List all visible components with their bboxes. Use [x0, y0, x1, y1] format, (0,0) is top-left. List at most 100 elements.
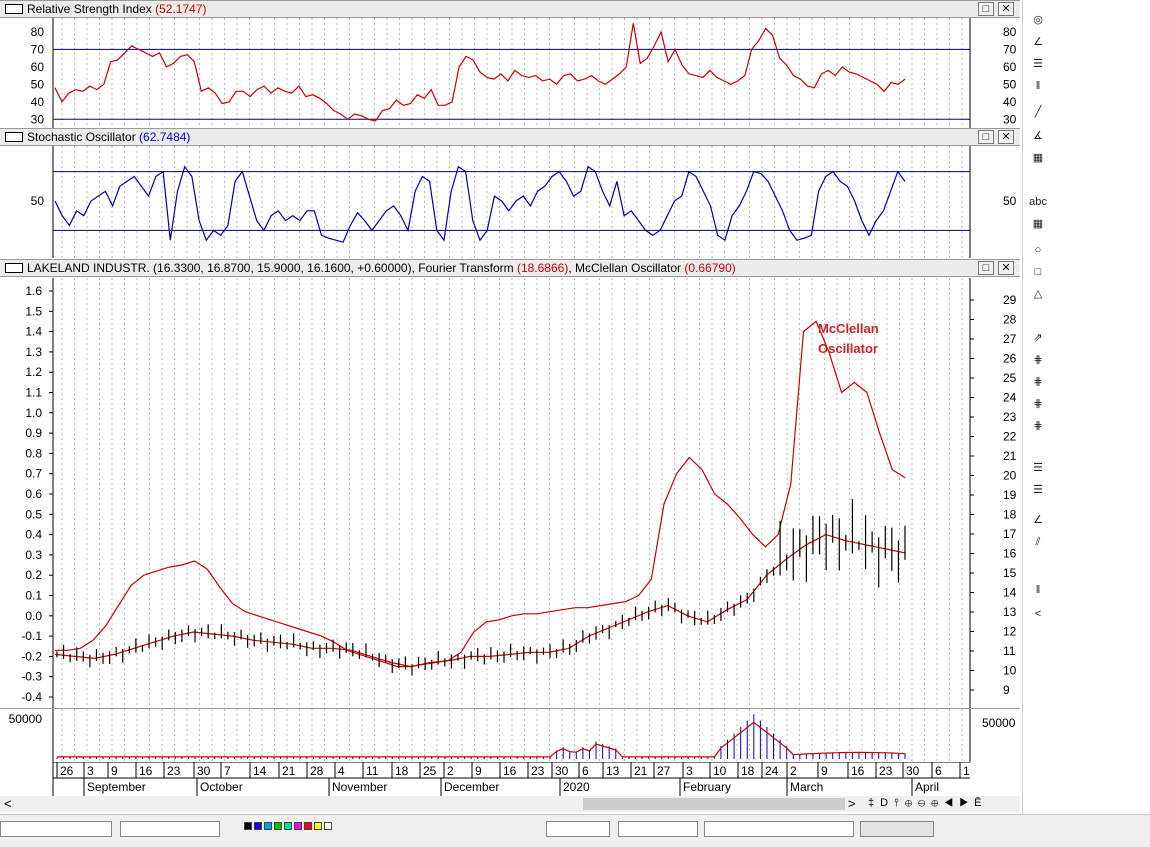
date-tick-label: 18 — [395, 764, 409, 778]
andrews-pitchfork-icon[interactable]: ⫽ — [1035, 536, 1041, 548]
next-icon[interactable]: ▶ — [959, 797, 975, 809]
angle-icon[interactable]: ∠ — [1033, 514, 1043, 526]
stoch-line — [54, 165, 906, 243]
triangle-icon[interactable]: △ — [1033, 288, 1043, 300]
color-swatch[interactable] — [304, 822, 312, 830]
scroll-left-icon[interactable]: < — [4, 796, 12, 811]
horizontal-lines-icon[interactable]: ☰ — [1033, 58, 1043, 70]
date-tick-label: 13 — [606, 764, 620, 778]
zoom-in-icon[interactable]: ⊕ — [904, 797, 919, 809]
rectangle-icon[interactable]: □ — [1034, 266, 1042, 278]
cycle-lines-icon[interactable]: ‖ — [1035, 584, 1041, 596]
fourier-line — [54, 533, 906, 668]
prev-icon[interactable]: ◀ — [944, 797, 960, 809]
stoch-tick-left: 50 — [31, 194, 45, 208]
main-close-button[interactable]: ✕ — [998, 261, 1014, 275]
end-icon[interactable]: Ē — [974, 797, 988, 809]
right-tick-label: 17 — [1003, 527, 1017, 541]
rsi-close-button[interactable]: ✕ — [998, 2, 1014, 16]
fibonacci-arc-icon[interactable]: ◎ — [1033, 14, 1043, 26]
horizontal-scrollbar[interactable]: < > ‡D⫯⊕⊖⊕◀▶Ē — [0, 796, 1020, 812]
right-tick-label: 12 — [1003, 625, 1017, 639]
speed-lines-icon[interactable]: ∡ — [1033, 130, 1043, 142]
right-tick-label: 22 — [1003, 430, 1017, 444]
fan-lines-icon[interactable]: ∠ — [1033, 36, 1043, 48]
zoom-out-icon[interactable]: ⊖ — [918, 797, 932, 809]
scroll-thumb[interactable] — [583, 798, 845, 810]
date-tick-label: 27 — [657, 764, 671, 778]
color-swatch[interactable] — [294, 822, 302, 830]
rsi-pane-title: Relative Strength Index (52.1747) □ ✕ — [0, 0, 1020, 18]
gann-fan-icon[interactable]: ⋕ — [1033, 354, 1043, 366]
date-tick-label: 24 — [765, 764, 779, 778]
symbol-combo[interactable] — [546, 821, 610, 837]
color-swatch[interactable] — [324, 822, 332, 830]
right-tick-label: 19 — [1003, 488, 1017, 502]
right-tick-label: 15 — [1003, 566, 1017, 580]
volume-plot[interactable]: 50000 50000 — [0, 708, 1020, 763]
month-label: March — [790, 780, 823, 794]
date-tick-label: 9 — [475, 764, 482, 778]
pattern-2-icon[interactable]: ⋕ — [1033, 420, 1043, 432]
date-tick-label: 2 — [447, 764, 454, 778]
color-swatch[interactable] — [264, 822, 272, 830]
date-tick-label: 23 — [167, 764, 181, 778]
pattern-icon[interactable]: ⋕ — [1033, 398, 1043, 410]
date-tick-label: 23 — [879, 764, 893, 778]
stoch-restore-button[interactable]: □ — [978, 130, 994, 144]
rsi-restore-button[interactable]: □ — [978, 2, 994, 16]
date-tick-label: 9 — [821, 764, 828, 778]
volume-average-line — [57, 721, 906, 758]
grid-lines-icon[interactable]: ▦ — [1032, 152, 1044, 164]
month-label: 2020 — [563, 780, 590, 794]
vendor-combo[interactable] — [704, 821, 854, 837]
rsi-tick-right: 70 — [1003, 42, 1017, 56]
combo-2[interactable] — [120, 821, 220, 837]
sync-icon[interactable]: ‡ — [868, 797, 881, 809]
month-label: December — [444, 780, 499, 794]
stoch-pane-title: Stochastic Oscillator (62.7484) □ ✕ — [0, 128, 1020, 146]
date-tick-label: 16 — [139, 764, 153, 778]
text-tool-icon[interactable]: abc — [1029, 196, 1047, 208]
trade-button[interactable] — [860, 821, 934, 837]
right-tick-label: 24 — [1003, 391, 1017, 405]
rsi-tick-left: 80 — [31, 25, 45, 39]
gann-grid-icon[interactable]: ⋕ — [1033, 376, 1043, 388]
stoch-tick-right: 50 — [1003, 194, 1017, 208]
trendline-icon[interactable]: ╱ — [1034, 106, 1042, 118]
rsi-tick-right: 60 — [1003, 60, 1017, 74]
left-tick-label: 0.3 — [25, 548, 42, 562]
main-restore-button[interactable]: □ — [978, 261, 994, 275]
combo-1[interactable] — [0, 821, 112, 837]
buy-arrow-icon[interactable]: ⇗ — [1033, 332, 1043, 344]
rsi-tick-right: 80 — [1003, 25, 1017, 39]
scroll-right-icon[interactable]: > — [848, 796, 856, 811]
left-tick-label: -0.3 — [21, 670, 42, 684]
period-combo[interactable] — [618, 821, 698, 837]
vertical-lines-icon[interactable]: ‖ — [1035, 80, 1041, 92]
daily-icon[interactable]: D — [880, 797, 895, 809]
ellipse-icon[interactable]: ○ — [1034, 244, 1042, 256]
right-tick-label: 16 — [1003, 547, 1017, 561]
color-swatch[interactable] — [244, 822, 252, 830]
main-plot[interactable]: 1.6 1.5 1.4 1.3 1.2 1.1 1.0 0.9 0.8 0.7 0.6 0.5 0.4 0… — [0, 278, 1020, 708]
tirone-levels-icon[interactable]: ☰ — [1033, 484, 1043, 496]
color-swatch[interactable] — [314, 822, 322, 830]
quadrant-lines-icon[interactable]: ☰ — [1033, 462, 1043, 474]
stoch-value: (62.7484) — [139, 130, 191, 144]
volume-chart: 50000 50000 — [9, 709, 1016, 763]
drawing-toolbar: ◎ ∠ ☰ ‖ ╱ ∡ ▦ abc ▦ ○ □ △ ⇗ ⋕ ⋕ ⋕ ⋕ ☰ ☰ … — [1022, 0, 1051, 846]
date-tick-label: 23 — [531, 764, 545, 778]
color-swatch[interactable] — [274, 822, 282, 830]
stoch-plot[interactable]: 50 50 — [0, 146, 1020, 258]
color-swatch[interactable] — [284, 822, 292, 830]
rsi-tick-left: 40 — [31, 95, 45, 109]
rsi-plot[interactable]: 80 80 70 70 60 60 50 50 40 40 30 30 — [0, 18, 1020, 128]
arc-icon[interactable]: < — [1034, 608, 1042, 620]
stoch-close-button[interactable]: ✕ — [998, 130, 1014, 144]
left-tick-label: 0.4 — [25, 528, 42, 542]
color-swatch[interactable] — [254, 822, 262, 830]
pin-icon[interactable]: ⫯ — [894, 797, 905, 809]
zoom-fit-icon[interactable]: ⊕ — [931, 797, 945, 809]
table-icon[interactable]: ▦ — [1032, 218, 1044, 230]
